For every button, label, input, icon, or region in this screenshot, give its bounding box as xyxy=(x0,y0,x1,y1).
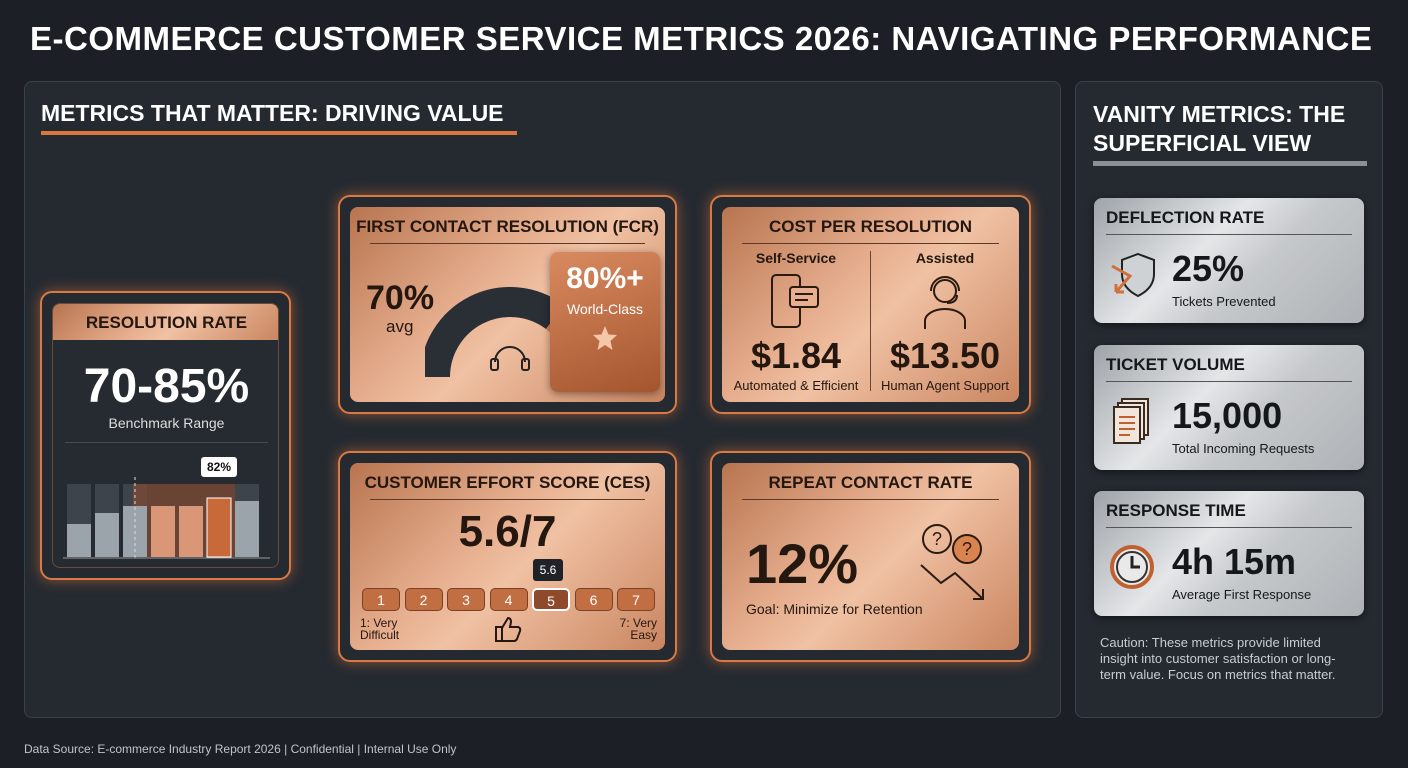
divider xyxy=(1106,380,1352,382)
scale-step: 3 xyxy=(447,588,485,611)
column-heading: Self-Service xyxy=(755,250,837,266)
metric-value: 15,000 xyxy=(1172,394,1283,436)
star-icon xyxy=(593,326,617,350)
cost-caption: Human Agent Support xyxy=(881,378,1009,393)
metric-caption: Total Incoming Requests xyxy=(1172,440,1315,456)
metric-icon xyxy=(1110,545,1154,589)
card-title: RESOLUTION RATE xyxy=(53,304,278,340)
scale-step: 6 xyxy=(574,588,613,611)
vanity-card: DEFLECTION RATE 25% Tickets Prevented xyxy=(1094,198,1364,323)
card-title: TICKET VOLUME xyxy=(1106,354,1245,374)
card-glow xyxy=(338,451,677,662)
scale-step: 2 xyxy=(404,588,443,611)
avg-value: 70% xyxy=(366,279,435,317)
divider xyxy=(742,499,999,500)
avg-label: avg xyxy=(386,317,414,336)
target-label: World-Class xyxy=(567,301,643,317)
metric-value: 4h 15m xyxy=(1172,541,1297,582)
cost-value: $1.84 xyxy=(750,335,842,376)
svg-text:?: ? xyxy=(932,529,942,549)
metric-caption: Benchmark Range xyxy=(108,415,225,431)
agent-icon xyxy=(924,276,966,329)
thumbs-up-icon xyxy=(495,616,522,642)
scale-step: 4 xyxy=(489,588,528,611)
svg-text:?: ? xyxy=(962,539,972,559)
metric-value: 25% xyxy=(1172,248,1245,289)
scale-step: 7 xyxy=(617,588,655,611)
card-title: REPEAT CONTACT RATE xyxy=(768,473,973,492)
card-title: FIRST CONTACT RESOLUTION (FCR) xyxy=(356,217,659,236)
cost-card: COST PER RESOLUTION Self-Service Assiste… xyxy=(722,207,1019,402)
scale-low-label: 1: Very Difficult xyxy=(360,616,400,642)
fcr-card: FIRST CONTACT RESOLUTION (FCR) 70% avg 8… xyxy=(350,207,665,402)
metric-caption: Tickets Prevented xyxy=(1172,294,1276,309)
card-glow xyxy=(40,291,291,580)
caution-note: Caution: These metrics provide limited i… xyxy=(1100,635,1336,682)
target-box: 80%+ World-Class xyxy=(550,252,660,392)
scale-step: 1 xyxy=(362,588,400,611)
bar-highlight-label: 82% xyxy=(206,460,232,474)
footer-source: Data Source: E-commerce Industry Report … xyxy=(24,742,457,756)
resolution-card: RESOLUTION RATE 70-85% Benchmark Range 8… xyxy=(52,303,279,568)
card-title: COST PER RESOLUTION xyxy=(768,217,973,236)
column-heading: Assisted xyxy=(915,250,975,266)
repeat-icon: ?? xyxy=(920,524,984,600)
section-heading: METRICS THAT MATTER: DRIVING VALUE xyxy=(41,100,504,126)
card-glow xyxy=(338,195,677,414)
metric-icon xyxy=(1113,397,1149,444)
phone-icon xyxy=(771,274,819,328)
cost-caption: Automated & Efficient xyxy=(733,378,859,393)
vanity-card: RESPONSE TIME 4h 15m Average First Respons… xyxy=(1094,491,1364,616)
repeat-card: REPEAT CONTACT RATE 12% Goal: Minimize f… xyxy=(722,463,1019,650)
card-title: CUSTOMER EFFORT SCORE (CES) xyxy=(364,473,651,492)
card-title: DEFLECTION RATE xyxy=(1106,208,1265,227)
column-divider xyxy=(870,251,871,391)
divider xyxy=(370,243,645,244)
metric-caption: Average First Response xyxy=(1172,587,1312,602)
repeat-caption: Goal: Minimize for Retention xyxy=(746,601,923,617)
vanity-card: TICKET VOLUME 15,000 Total Incoming Reques… xyxy=(1094,344,1364,470)
divider xyxy=(65,442,268,443)
cost-value: $13.50 xyxy=(889,335,1001,376)
divider xyxy=(1106,234,1352,235)
card-glow xyxy=(710,451,1031,662)
divider xyxy=(370,499,645,500)
section-heading: VANITY METRICS: THE SUPERFICIAL VIEW xyxy=(1093,101,1346,156)
divider xyxy=(742,243,999,244)
divider xyxy=(1106,527,1352,528)
mini-bars xyxy=(63,457,270,559)
page-title: E-COMMERCE CUSTOMER SERVICE METRICS 2026… xyxy=(30,20,1373,57)
heading-underline xyxy=(1093,161,1367,166)
heading-underline xyxy=(41,131,517,135)
metric-value: 70-85% xyxy=(83,360,250,413)
scale-step: 5 xyxy=(532,588,570,611)
ces-value: 5.6/7 xyxy=(458,507,557,556)
ces-marker: 5.6 xyxy=(533,559,563,581)
target-value: 80%+ xyxy=(566,262,644,295)
card-glow xyxy=(710,195,1031,414)
repeat-value: 12% xyxy=(746,532,859,595)
scale-high-label: 7: Very Easy xyxy=(619,616,657,642)
metric-icon xyxy=(1111,252,1155,298)
card-title: RESPONSE TIME xyxy=(1106,501,1246,520)
